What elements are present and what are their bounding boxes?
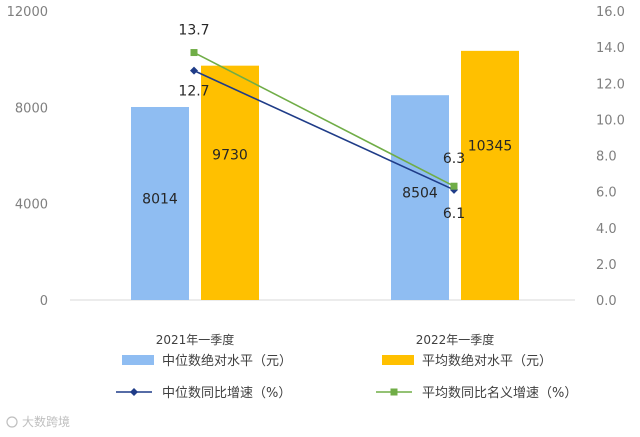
bar-value-label: 9730: [212, 147, 248, 163]
left-tick-label: 0: [40, 294, 48, 309]
mean-growth-marker: [190, 49, 198, 57]
bar-mean-0: [201, 65, 259, 301]
bar-value-label: 10345: [468, 139, 513, 155]
line-value-label: 12.7: [178, 84, 209, 100]
left-tick-label: 4000: [15, 198, 48, 213]
bar-value-label: 8504: [402, 186, 438, 202]
right-axis-ticks: 0.0 2.0 4.0 6.0 8.0 10.0 12.0 14.0 16.0: [596, 5, 625, 309]
right-tick-label: 16.0: [596, 5, 625, 20]
line-value-label: 6.1: [443, 206, 465, 222]
mean-growth-marker: [450, 182, 458, 190]
line-value-label: 13.7: [178, 23, 209, 39]
right-tick-label: 14.0: [596, 41, 625, 56]
category-label: 2022年一季度: [416, 332, 495, 347]
line-series: [190, 49, 458, 194]
bar-value-label: 8014: [142, 191, 178, 207]
left-tick-label: 12000: [7, 5, 48, 20]
median-growth-line: [193, 69, 455, 191]
watermark: 大数跨境: [6, 414, 70, 429]
right-tick-label: 2.0: [596, 258, 617, 273]
left-tick-label: 8000: [15, 101, 48, 116]
bar-series: [131, 50, 519, 301]
right-tick-label: 6.0: [596, 186, 617, 201]
legend-swatch: [382, 355, 414, 365]
bar-median-1: [391, 95, 449, 300]
line-value-label: 6.3: [443, 151, 465, 167]
right-tick-label: 8.0: [596, 150, 617, 165]
legend-label: 平均数同比名义增速（%）: [422, 385, 577, 401]
right-tick-label: 12.0: [596, 77, 625, 92]
legend-label: 平均数绝对水平（元）: [422, 353, 552, 369]
legend: 中位数绝对水平（元） 平均数绝对水平（元） 中位数同比增速（%） 平均数同比名义增速（…: [116, 353, 577, 401]
right-tick-label: 0.0: [596, 294, 617, 309]
legend-square-marker: [390, 388, 398, 396]
category-label: 2021年一季度: [156, 332, 235, 347]
legend-label: 中位数同比增速（%）: [162, 386, 291, 401]
data-labels: 8014 8504 9730 10345 12.7 6.1 13.7 6.3: [142, 23, 512, 222]
watermark-logo-icon: [6, 416, 18, 428]
legend-swatch: [122, 355, 154, 365]
bar-median-0: [131, 106, 189, 300]
category-labels: 2021年一季度 2022年一季度: [156, 332, 495, 347]
left-axis-ticks: 0 4000 8000 12000: [7, 5, 48, 309]
watermark-text: 大数跨境: [22, 414, 70, 429]
right-tick-label: 10.0: [596, 113, 625, 128]
legend-label: 中位数绝对水平（元）: [162, 353, 292, 369]
bar-mean-1: [461, 50, 519, 301]
legend-diamond-marker: [130, 388, 138, 396]
right-tick-label: 4.0: [596, 222, 617, 237]
mean-growth-line: [193, 51, 455, 187]
median-growth-marker: [190, 66, 198, 75]
